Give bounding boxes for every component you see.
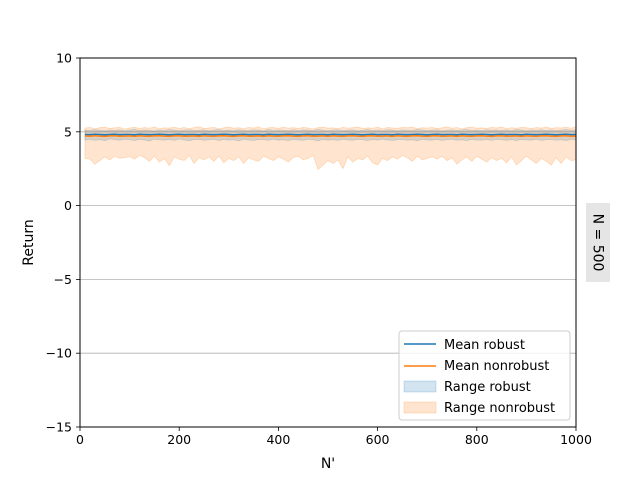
facet-label: N = 500 bbox=[590, 214, 606, 272]
legend-swatch-range-nonrobust bbox=[403, 401, 437, 414]
y-tick-label: 10 bbox=[56, 51, 72, 66]
x-tick-label: 200 bbox=[167, 432, 191, 447]
plot-frame bbox=[79, 57, 577, 428]
x-tick-label: 0 bbox=[76, 432, 84, 447]
x-tick-label: 800 bbox=[465, 432, 489, 447]
x-axis-label: N' bbox=[321, 456, 335, 472]
legend-label-mean-robust: Mean robust bbox=[444, 338, 525, 353]
legend-label-range-nonrobust: Range nonrobust bbox=[444, 401, 555, 416]
y-tick-label: −5 bbox=[54, 272, 72, 287]
y-axis-ticks: −15 −10 −5 0 5 10 bbox=[46, 51, 80, 435]
legend-box bbox=[398, 330, 571, 421]
legend-label-range-robust: Range robust bbox=[444, 380, 531, 395]
x-tick-label: 600 bbox=[366, 432, 390, 447]
x-axis-ticks: 0 200 400 600 800 1000 bbox=[76, 427, 592, 447]
x-tick-label: 1000 bbox=[560, 432, 592, 447]
facet-strip: N = 500 bbox=[586, 203, 610, 282]
mean-lines bbox=[84, 133, 577, 138]
y-tick-label: −15 bbox=[46, 420, 72, 435]
y-axis-label: Return bbox=[21, 219, 37, 265]
legend-label-mean-nonrobust: Mean nonrobust bbox=[444, 359, 549, 374]
y-tick-label: 5 bbox=[64, 124, 72, 139]
series-line-mean-nonrobust bbox=[84, 135, 577, 138]
x-tick-label: 400 bbox=[266, 432, 290, 447]
y-tick-label: 0 bbox=[64, 198, 72, 213]
facet-strip-background bbox=[586, 203, 610, 282]
y-tick-label: −10 bbox=[46, 346, 72, 361]
legend: Mean robust Mean nonrobust Range robust … bbox=[398, 330, 571, 421]
legend-swatch-range-robust bbox=[403, 380, 437, 393]
